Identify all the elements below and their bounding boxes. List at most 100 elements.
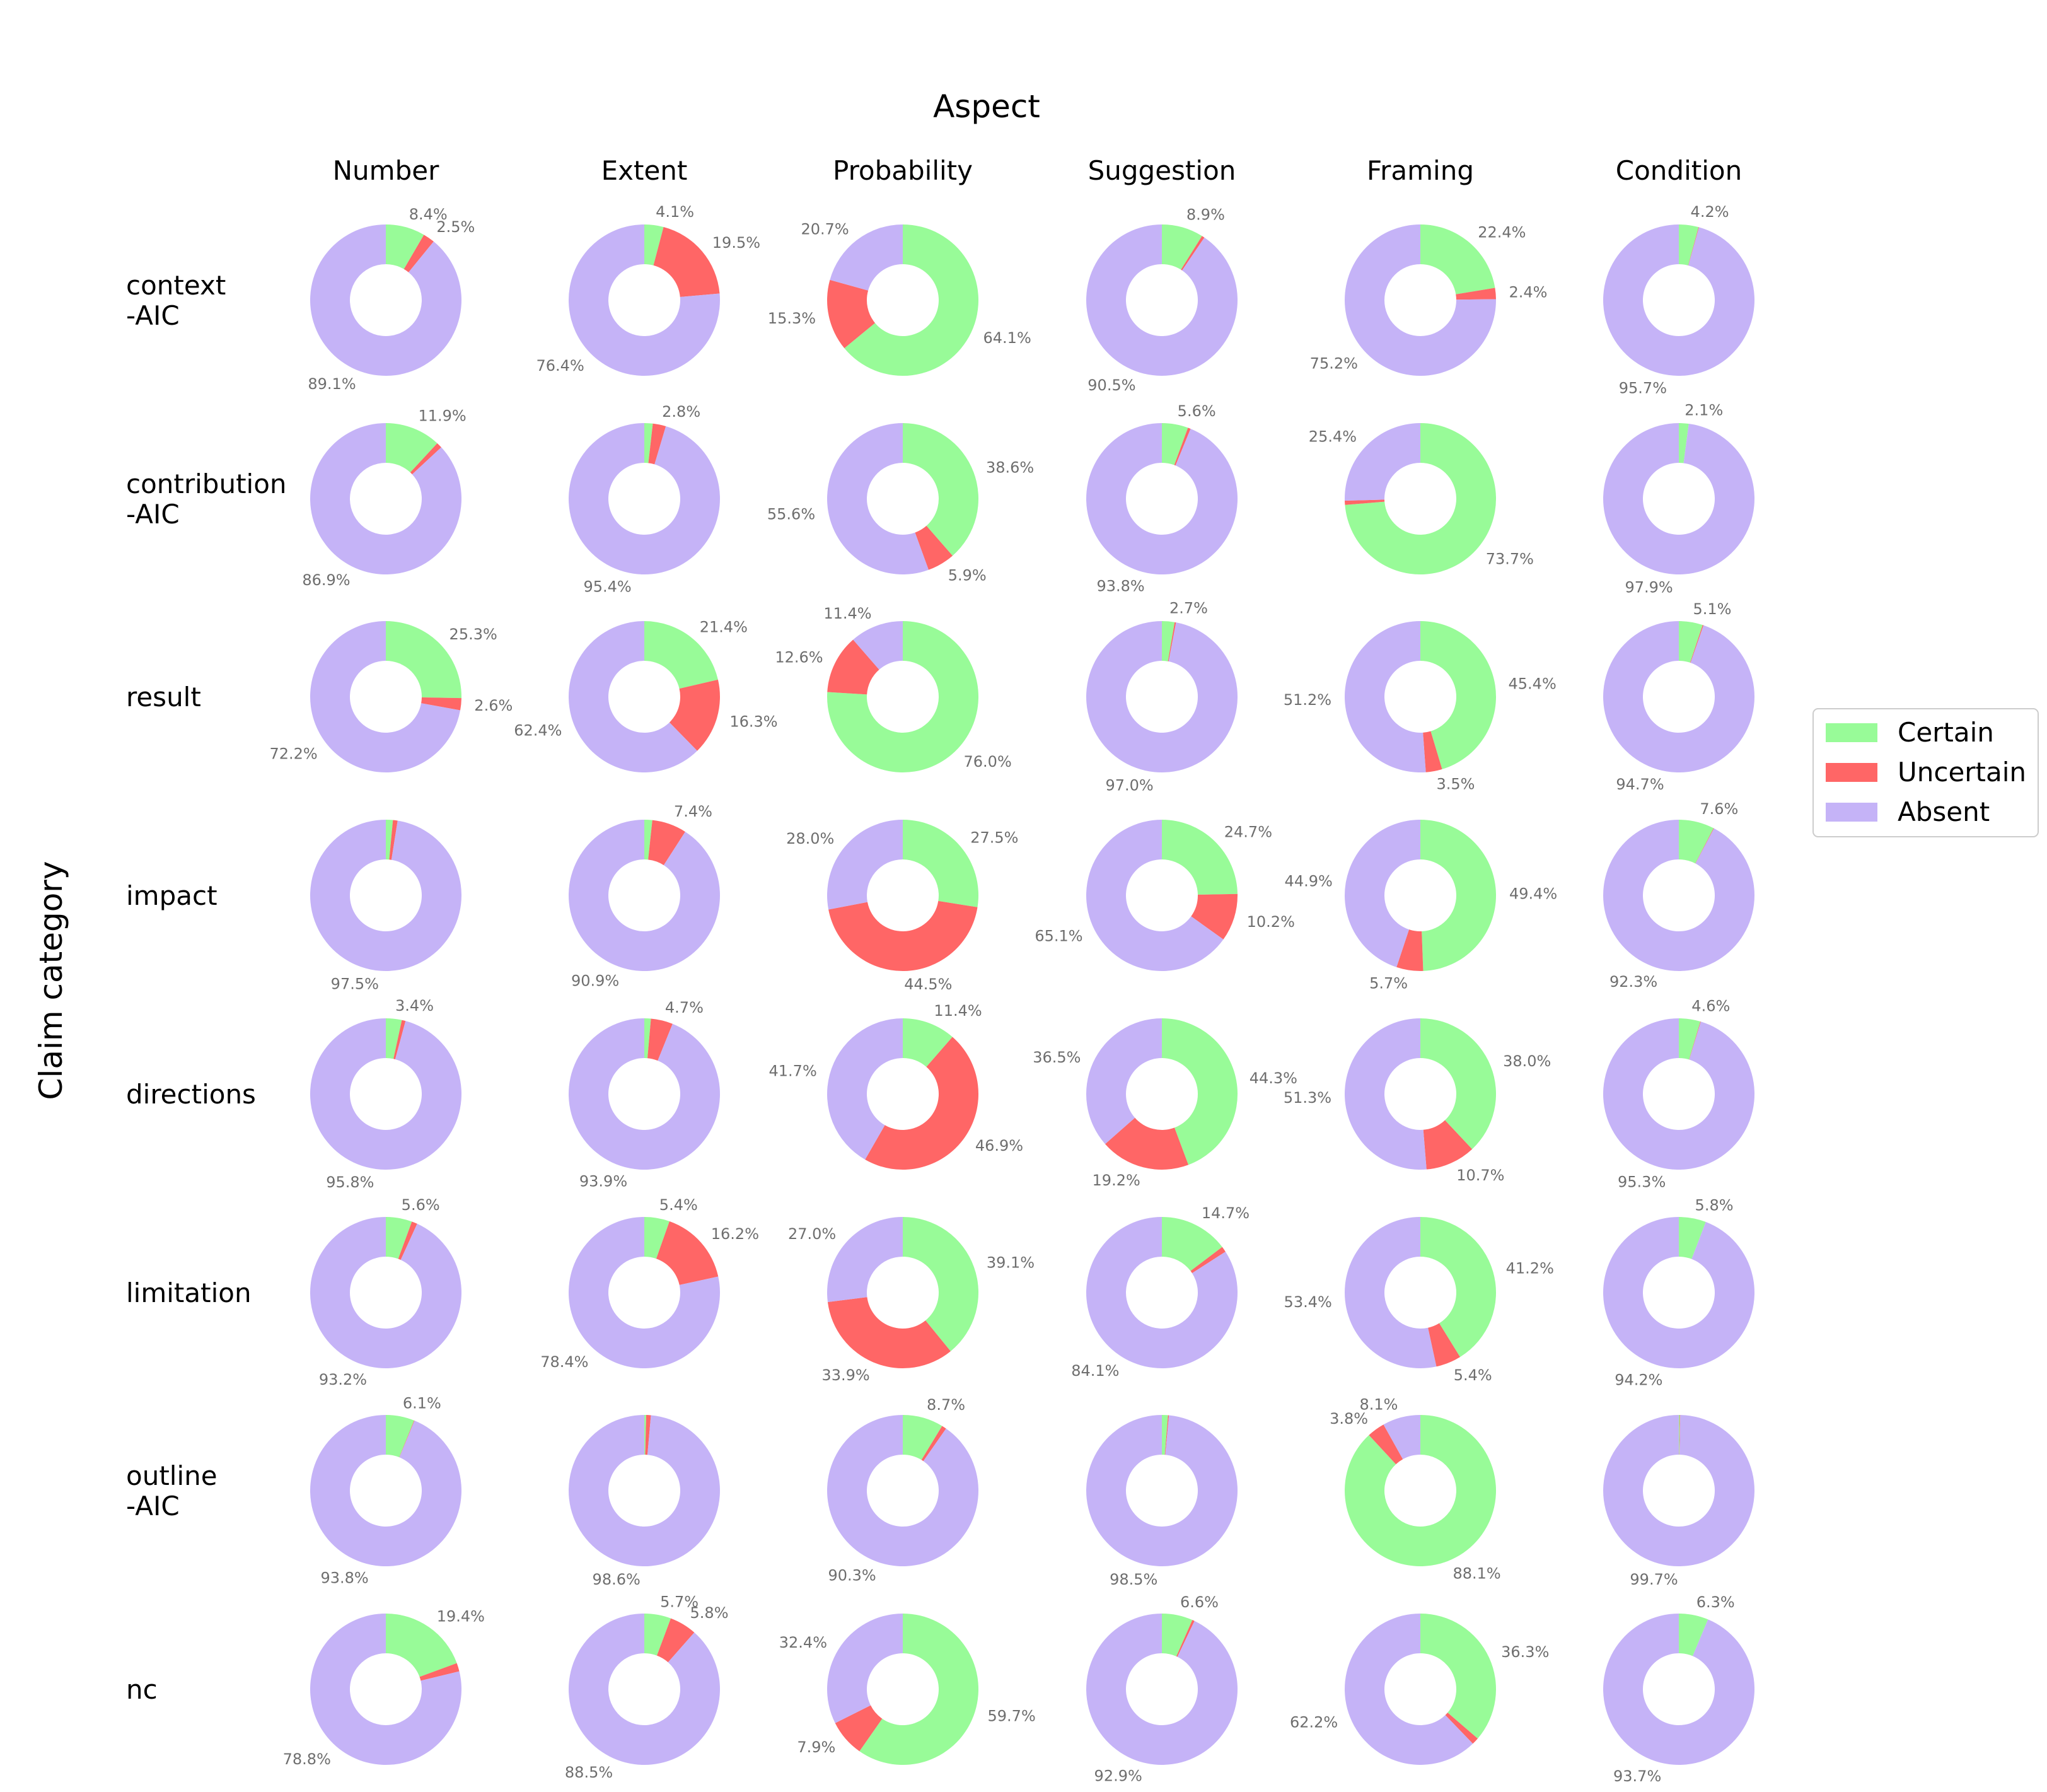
legend: Certain Uncertain Absent [1812,708,2039,837]
slice-uncertain [648,423,666,465]
slice-certain [1345,1415,1496,1567]
slice-absent [1086,1217,1238,1369]
data-label: 62.2% [1290,1714,1338,1731]
donut-context-aic-condition: 4.2% 95.7% [1603,203,1755,397]
donut-result-framing: 45.4% 3.5% 51.2% [1284,621,1557,793]
slice-absent [827,820,903,910]
slice-uncertain [419,1663,460,1681]
slice-certain [386,1217,412,1259]
data-label: 72.2% [269,745,317,762]
row-label-nc: nc [126,1674,158,1705]
slice-certain [1420,621,1496,769]
data-label: 92.9% [1094,1767,1142,1785]
slice-absent [569,1415,721,1566]
donut-nc-probability: 59.7% 7.9% 32.4% [779,1614,1036,1765]
slice-certain [1162,224,1202,270]
data-label: 93.8% [1096,577,1144,595]
slice-uncertain [1423,1120,1473,1170]
data-label: 10.2% [1247,913,1295,931]
slice-uncertain [403,235,434,272]
slice-uncertain [828,900,978,972]
slice-certain [1162,1614,1193,1656]
data-label: 94.7% [1616,776,1664,793]
slice-absent [568,820,720,972]
data-label: 53.4% [1284,1293,1332,1311]
slice-absent [1383,1415,1420,1460]
data-label: 3.4% [395,997,434,1015]
data-label: 19.2% [1093,1172,1140,1189]
slice-certain [1420,819,1497,971]
data-label: 27.5% [970,829,1018,846]
data-label: 6.6% [1180,1593,1219,1611]
slice-certain [1162,820,1238,895]
slice-absent [1603,423,1754,574]
slice-uncertain [421,697,461,711]
data-label: 62.4% [514,721,562,739]
donut-directions-number: 3.4% 95.8% [310,997,462,1191]
donut-limitation-framing: 41.2% 5.4% 53.4% [1284,1217,1554,1384]
data-label: 94.2% [1615,1371,1662,1389]
data-label: 5.6% [402,1196,440,1214]
data-label: 11.9% [418,407,466,425]
data-label: 28.0% [786,830,834,847]
donut-limitation-probability: 39.1% 33.9% 27.0% [788,1217,1035,1384]
slice-absent [1086,423,1238,574]
data-label: 27.0% [788,1225,836,1243]
slice-certain [644,1614,671,1656]
data-label: 49.4% [1509,885,1557,902]
slice-certain [903,1415,942,1460]
data-label: 11.4% [934,1002,982,1020]
donut-context-aic-probability: 64.1% 15.3% 20.7% [768,221,1031,376]
data-label: 20.7% [801,221,849,238]
slice-uncertain [669,679,721,751]
data-label: 5.8% [1695,1196,1734,1214]
slice-uncertain [835,1705,883,1752]
data-label: 65.1% [1035,927,1082,945]
data-label: 5.7% [660,1593,699,1610]
data-label: 24.7% [1224,823,1272,841]
data-label: 21.4% [700,619,748,636]
data-label: 55.6% [767,505,815,523]
slice-certain [1345,423,1497,575]
data-label: 16.3% [729,713,777,731]
slice-certain [386,423,438,473]
data-label: 6.1% [403,1395,441,1412]
data-label: 2.4% [1509,284,1547,301]
slice-uncertain [1689,1021,1701,1060]
data-label: 93.9% [579,1172,627,1190]
row-label-contribution-aic: contribution -AIC [126,468,287,530]
donut-outline-aic-probability: 8.7% 90.3% [827,1396,979,1585]
slice-certain [903,1018,953,1068]
donut-result-condition: 5.1% 94.7% [1603,600,1755,793]
data-label: 95.7% [1619,380,1667,397]
data-label: 38.6% [986,458,1034,476]
legend-swatch-certain [1826,723,1877,742]
donut-impact-condition: 7.6% 92.3% [1603,800,1755,991]
donut-nc-framing: 36.3% 62.2% [1290,1614,1549,1765]
slice-absent [827,1415,979,1566]
slice-certain [386,1614,457,1677]
slice-uncertain [1105,1117,1189,1170]
slice-absent [310,1217,462,1368]
slice-uncertain [393,1020,406,1059]
data-label: 86.9% [302,571,350,589]
slice-absent [1603,820,1755,971]
donut-limitation-number: 5.6% 93.2% [310,1196,462,1388]
data-label: 44.9% [1285,873,1333,890]
column-header-condition: Condition [1616,155,1742,186]
slice-uncertain [645,1415,651,1455]
data-label: 25.3% [449,625,497,643]
donut-limitation-condition: 5.8% 94.2% [1603,1196,1754,1389]
donut-contribution-aic-condition: 2.1% 97.9% [1603,401,1754,596]
slice-absent [310,1415,462,1566]
data-label: 73.7% [1486,550,1534,568]
legend-label-uncertain: Uncertain [1898,757,2026,788]
data-label: 97.5% [331,975,379,993]
data-label: 75.2% [1310,354,1358,372]
donut-contribution-aic-suggestion: 5.6% 93.8% [1086,402,1238,595]
slice-absent [569,1217,720,1369]
slice-absent [1086,1018,1162,1144]
slice-uncertain [389,820,398,860]
donut-limitation-suggestion: 14.7% 84.1% [1071,1204,1250,1380]
